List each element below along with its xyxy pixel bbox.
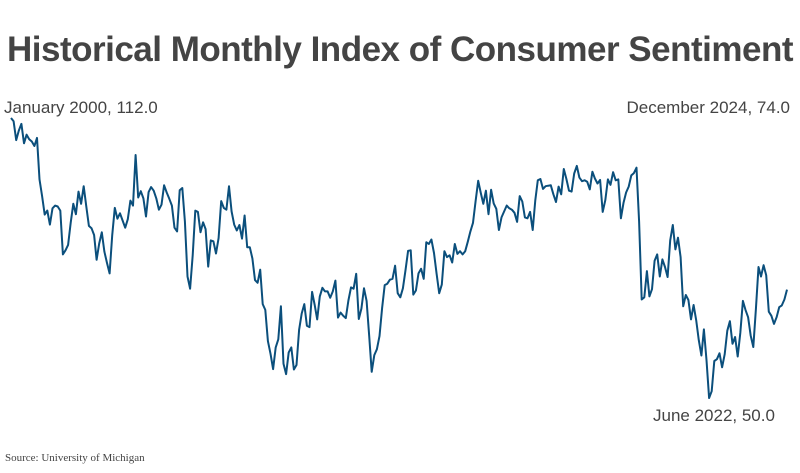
chart-title: Historical Monthly Index of Consumer Sen…: [7, 30, 793, 69]
sentiment-series-line: [10, 117, 788, 399]
start-annotation: January 2000, 112.0: [4, 98, 158, 117]
min-annotation: June 2022, 50.0: [653, 406, 775, 425]
end-annotation: December 2024, 74.0: [626, 98, 791, 117]
source-note: Source: University of Michigan: [5, 452, 145, 464]
